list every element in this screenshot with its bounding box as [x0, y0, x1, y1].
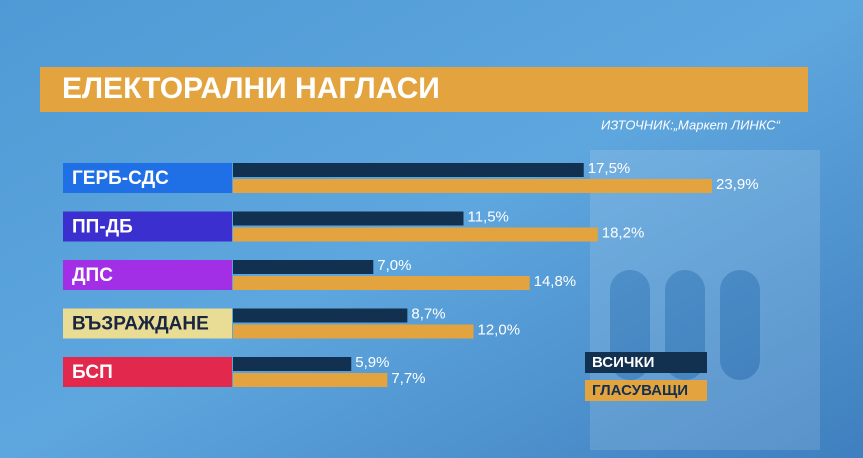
- category-label: ГЕРБ-СДС: [72, 168, 169, 189]
- bar: [233, 260, 374, 274]
- category-box: [63, 357, 232, 387]
- value-label: 18,2%: [602, 224, 645, 241]
- value-label: 5,9%: [355, 354, 389, 371]
- building-decoration: [590, 150, 820, 450]
- category-box: [63, 163, 232, 193]
- legend-label: ВСИЧКИ: [592, 354, 654, 371]
- category-label: ВЪЗРАЖДАНЕ: [72, 314, 209, 335]
- source: ИЗТОЧНИК:„Маркет ЛИНКС“: [601, 117, 781, 132]
- category-label: БСП: [72, 362, 113, 383]
- bar: [233, 308, 408, 323]
- bar: [233, 211, 464, 226]
- bar: [233, 357, 352, 371]
- category-box: [63, 260, 232, 290]
- value-label: 11,5%: [467, 208, 508, 225]
- legend-label: ГЛАСУВАЩИ: [592, 382, 688, 399]
- bar: [233, 324, 474, 339]
- value-label: 8,7%: [411, 305, 445, 322]
- value-label: 17,5%: [588, 160, 631, 177]
- legend-swatch: [585, 380, 707, 401]
- value-label: 14,8%: [534, 273, 577, 290]
- bar: [233, 179, 712, 193]
- value-label: 7,0%: [377, 257, 411, 274]
- title-banner: [40, 67, 808, 112]
- category-box: [63, 308, 232, 339]
- value-label: 12,0%: [478, 321, 521, 338]
- category-label: ДПС: [72, 265, 113, 286]
- bar: [233, 276, 530, 290]
- chart-title: ЕЛЕКТОРАЛНИ НАГЛАСИ: [62, 72, 440, 105]
- category-box: [63, 211, 232, 242]
- legend-swatch: [585, 352, 707, 373]
- bar: [233, 373, 388, 387]
- bar: [233, 227, 598, 242]
- value-label: 7,7%: [391, 370, 425, 387]
- value-label: 23,9%: [716, 176, 759, 193]
- bar: [233, 163, 584, 177]
- category-label: ПП-ДБ: [72, 217, 133, 238]
